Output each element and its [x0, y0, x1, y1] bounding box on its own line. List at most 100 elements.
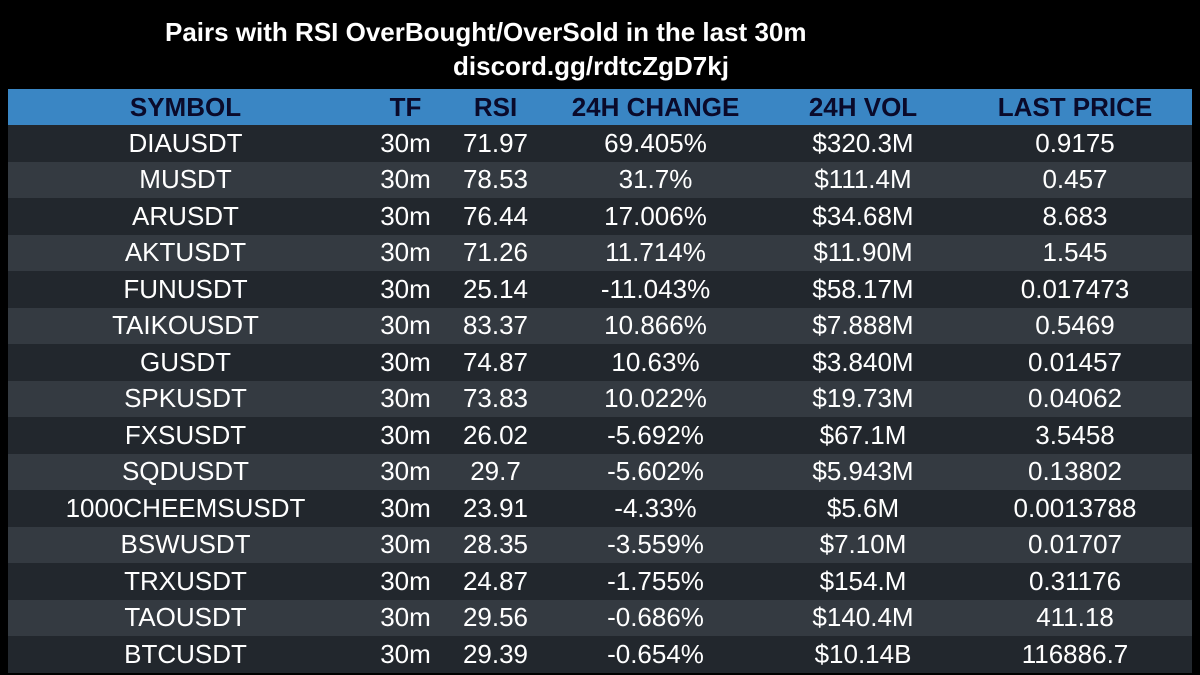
- cell-tf: 30m: [363, 599, 448, 636]
- cell-tf: 30m: [363, 234, 448, 271]
- cell-last-price: 0.04062: [958, 380, 1192, 417]
- cell-last-price: 0.5469: [958, 307, 1192, 344]
- cell-24h-change: 10.022%: [543, 380, 768, 417]
- cell-tf: 30m: [363, 417, 448, 454]
- cell-symbol: SQDUSDT: [8, 453, 363, 490]
- cell-last-price: 0.0013788: [958, 490, 1192, 527]
- cell-rsi: 73.83: [448, 380, 543, 417]
- cell-symbol: BSWUSDT: [8, 526, 363, 563]
- cell-24h-change: -3.559%: [543, 526, 768, 563]
- cell-tf: 30m: [363, 271, 448, 308]
- cell-rsi: 29.56: [448, 599, 543, 636]
- cell-symbol: BTCUSDT: [8, 636, 363, 673]
- discord-link[interactable]: discord.gg/rdtcZgD7kj: [453, 51, 729, 81]
- cell-tf: 30m: [363, 453, 448, 490]
- cell-24h-vol: $140.4M: [768, 599, 958, 636]
- cell-last-price: 3.5458: [958, 417, 1192, 454]
- table-row: BTCUSDT 30m 29.39 -0.654% $10.14B 116886.7: [8, 636, 1192, 673]
- cell-24h-vol: $19.73M: [768, 380, 958, 417]
- table-row: SQDUSDT 30m 29.7 -5.602% $5.943M 0.13802: [8, 453, 1192, 490]
- cell-24h-change: -5.602%: [543, 453, 768, 490]
- cell-last-price: 0.017473: [958, 271, 1192, 308]
- cell-symbol: TRXUSDT: [8, 563, 363, 600]
- cell-rsi: 28.35: [448, 526, 543, 563]
- cell-last-price: 411.18: [958, 599, 1192, 636]
- column-header-24h-change: 24H CHANGE: [543, 89, 768, 125]
- table-row: FXSUSDT 30m 26.02 -5.692% $67.1M 3.5458: [8, 417, 1192, 454]
- cell-24h-change: -0.654%: [543, 636, 768, 673]
- column-header-symbol: SYMBOL: [8, 89, 363, 125]
- cell-tf: 30m: [363, 526, 448, 563]
- cell-rsi: 26.02: [448, 417, 543, 454]
- cell-rsi: 78.53: [448, 161, 543, 198]
- cell-rsi: 83.37: [448, 307, 543, 344]
- page-title: Pairs with RSI OverBought/OverSold in th…: [165, 17, 807, 47]
- cell-symbol: TAOUSDT: [8, 599, 363, 636]
- table-row: TRXUSDT 30m 24.87 -1.755% $154.M 0.31176: [8, 563, 1192, 600]
- cell-tf: 30m: [363, 563, 448, 600]
- cell-symbol: 1000CHEEMSUSDT: [8, 490, 363, 527]
- column-header-tf: TF: [363, 89, 448, 125]
- cell-24h-change: 17.006%: [543, 198, 768, 235]
- cell-24h-change: -0.686%: [543, 599, 768, 636]
- cell-24h-vol: $11.90M: [768, 234, 958, 271]
- cell-symbol: ARUSDT: [8, 198, 363, 235]
- cell-tf: 30m: [363, 490, 448, 527]
- cell-last-price: 0.9175: [958, 125, 1192, 162]
- cell-24h-vol: $111.4M: [768, 161, 958, 198]
- cell-tf: 30m: [363, 344, 448, 381]
- table-row: AKTUSDT 30m 71.26 11.714% $11.90M 1.545: [8, 234, 1192, 271]
- table-row: FUNUSDT 30m 25.14 -11.043% $58.17M 0.017473: [8, 271, 1192, 308]
- rsi-pairs-table: SYMBOL TF RSI 24H CHANGE 24H VOL LAST PR…: [8, 89, 1192, 673]
- cell-tf: 30m: [363, 161, 448, 198]
- cell-rsi: 24.87: [448, 563, 543, 600]
- cell-symbol: FXSUSDT: [8, 417, 363, 454]
- cell-last-price: 0.457: [958, 161, 1192, 198]
- column-header-24h-vol: 24H VOL: [768, 89, 958, 125]
- cell-24h-change: 10.866%: [543, 307, 768, 344]
- table-row: BSWUSDT 30m 28.35 -3.559% $7.10M 0.01707: [8, 526, 1192, 563]
- cell-rsi: 23.91: [448, 490, 543, 527]
- cell-24h-change: -1.755%: [543, 563, 768, 600]
- cell-rsi: 29.39: [448, 636, 543, 673]
- cell-symbol: FUNUSDT: [8, 271, 363, 308]
- table-row: TAIKOUSDT 30m 83.37 10.866% $7.888M 0.5469: [8, 307, 1192, 344]
- cell-24h-vol: $7.888M: [768, 307, 958, 344]
- cell-24h-change: 69.405%: [543, 125, 768, 162]
- cell-rsi: 25.14: [448, 271, 543, 308]
- table-row: 1000CHEEMSUSDT 30m 23.91 -4.33% $5.6M 0.00137…: [8, 490, 1192, 527]
- cell-24h-vol: $154.M: [768, 563, 958, 600]
- column-header-rsi: RSI: [448, 89, 543, 125]
- cell-24h-vol: $34.68M: [768, 198, 958, 235]
- cell-24h-vol: $10.14B: [768, 636, 958, 673]
- cell-tf: 30m: [363, 198, 448, 235]
- cell-rsi: 71.97: [448, 125, 543, 162]
- cell-last-price: 0.01457: [958, 344, 1192, 381]
- cell-24h-vol: $67.1M: [768, 417, 958, 454]
- cell-rsi: 71.26: [448, 234, 543, 271]
- cell-symbol: AKTUSDT: [8, 234, 363, 271]
- cell-last-price: 0.13802: [958, 453, 1192, 490]
- cell-rsi: 76.44: [448, 198, 543, 235]
- cell-24h-vol: $320.3M: [768, 125, 958, 162]
- table-row: MUSDT 30m 78.53 31.7% $111.4M 0.457: [8, 161, 1192, 198]
- table-row: DIAUSDT 30m 71.97 69.405% $320.3M 0.9175: [8, 125, 1192, 162]
- cell-tf: 30m: [363, 380, 448, 417]
- cell-24h-vol: $5.943M: [768, 453, 958, 490]
- cell-24h-change: -11.043%: [543, 271, 768, 308]
- cell-symbol: MUSDT: [8, 161, 363, 198]
- cell-last-price: 1.545: [958, 234, 1192, 271]
- column-header-last-price: LAST PRICE: [958, 89, 1192, 125]
- table-row: TAOUSDT 30m 29.56 -0.686% $140.4M 411.18: [8, 599, 1192, 636]
- cell-last-price: 0.01707: [958, 526, 1192, 563]
- cell-symbol: SPKUSDT: [8, 380, 363, 417]
- table-header-row: SYMBOL TF RSI 24H CHANGE 24H VOL LAST PR…: [8, 89, 1192, 125]
- cell-last-price: 0.31176: [958, 563, 1192, 600]
- cell-rsi: 29.7: [448, 453, 543, 490]
- table-row: ARUSDT 30m 76.44 17.006% $34.68M 8.683: [8, 198, 1192, 235]
- cell-24h-change: 10.63%: [543, 344, 768, 381]
- cell-symbol: TAIKOUSDT: [8, 307, 363, 344]
- cell-24h-change: -5.692%: [543, 417, 768, 454]
- cell-24h-vol: $7.10M: [768, 526, 958, 563]
- cell-24h-vol: $3.840M: [768, 344, 958, 381]
